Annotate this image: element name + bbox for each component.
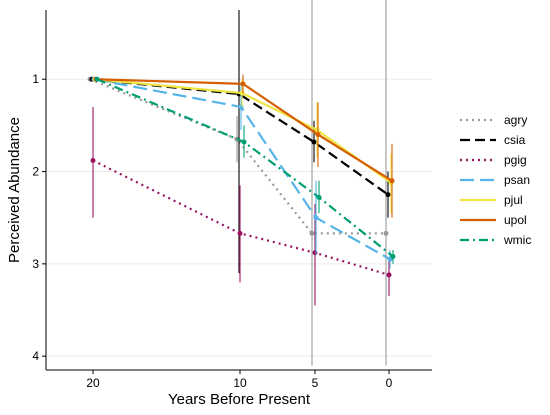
data-point [238,104,244,110]
legend-item: psan [460,173,530,187]
y-tick-label: 3 [32,257,39,271]
data-point [239,90,245,96]
y-tick-label: 1 [32,72,39,86]
axes [45,10,432,371]
x-ticks: 20 10 5 0 [86,370,393,390]
x-tick-label: 5 [312,376,319,390]
legend-label: agry [504,113,527,127]
legend-label: wmic [503,233,531,247]
legend-item: csia [460,133,526,147]
series-agry [87,0,389,366]
y-axis-title: Perceived Abundance [6,117,23,263]
data-point [241,139,247,145]
x-tick-label: 10 [233,376,247,390]
legend: agry csia pgig psan pjul upol wmic [460,113,531,247]
series-pgig [90,106,392,306]
x-tick-label: 0 [386,376,393,390]
legend-label: csia [504,133,526,147]
series-line [89,78,386,235]
data-point [386,272,392,278]
series-layer [87,0,396,366]
data-point [311,139,317,145]
legend-item: agry [460,113,527,127]
data-point [316,194,322,200]
series-upol [93,74,395,218]
series-line [95,78,393,182]
data-point [94,76,100,82]
y-tick-label: 2 [32,165,39,179]
legend-item: pgig [460,153,527,167]
x-tick-label: 20 [86,376,100,390]
y-ticks: 1 2 3 4 [32,72,46,363]
data-point [385,192,391,198]
series-wmic [94,76,396,264]
legend-label: psan [504,173,530,187]
data-point [383,230,389,236]
series-line [96,78,394,258]
series-line [93,78,391,261]
legend-label: upol [504,213,527,227]
y-tick-label: 4 [32,349,39,363]
data-point [309,230,315,236]
data-point [315,132,321,138]
legend-label: pjul [504,193,523,207]
data-point [237,230,243,236]
data-point [240,81,246,87]
legend-label: pgig [504,153,527,167]
data-point [390,253,396,259]
data-point [389,178,395,184]
legend-item: pjul [460,193,523,207]
x-axis-title: Years Before Present [168,391,311,408]
data-point [313,215,319,221]
data-point [90,157,96,163]
legend-item: upol [460,213,527,227]
legend-item: wmic [460,233,531,247]
data-point [312,250,318,256]
